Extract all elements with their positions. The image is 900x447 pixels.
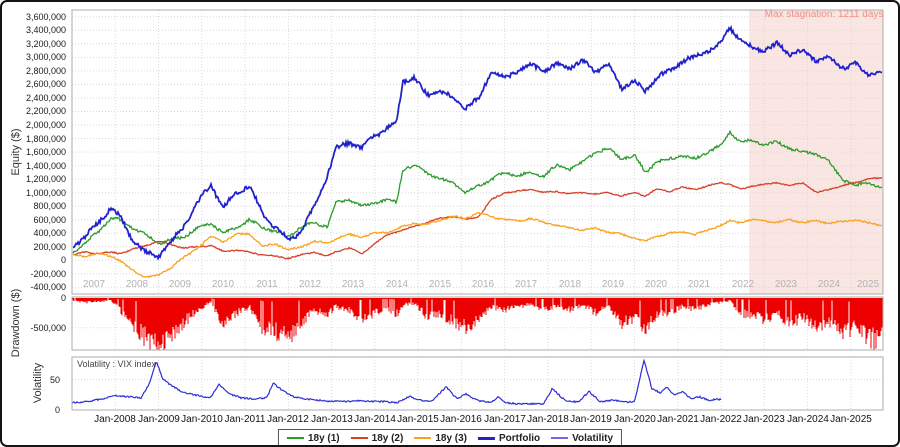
volatility-tick-label: 0 — [54, 405, 60, 415]
x-tick-label: Jan-2022 — [700, 414, 742, 425]
equity-tick-label: 3,200,000 — [25, 39, 66, 49]
legend-label: 18y (3) — [435, 432, 468, 444]
x-tick-label: Jan-2021 — [657, 414, 699, 425]
year-label: 2022 — [731, 279, 755, 290]
x-tick-label: Jan-2009 — [138, 414, 180, 425]
legend-label: 18y (2) — [371, 432, 404, 444]
equity-tick-label: 3,600,000 — [25, 12, 66, 22]
equity-tick-label: 1,000,000 — [25, 188, 66, 198]
equity-tick-label: 0 — [60, 255, 66, 265]
year-label: 2015 — [428, 279, 452, 290]
year-label: 2021 — [687, 279, 711, 290]
legend-item-18y-2[interactable]: 18y (2) — [350, 432, 404, 444]
legend-label: 18y (1) — [307, 432, 340, 444]
equity-tick-label: 200,000 — [33, 242, 66, 252]
year-label: 2008 — [125, 279, 149, 290]
x-tick-label: Jan-2017 — [484, 414, 526, 425]
equity-tick-label: 800,000 — [33, 201, 66, 211]
equity-tick-label: -400,000 — [30, 282, 66, 292]
year-label: 2017 — [514, 279, 538, 290]
legend-swatch — [551, 437, 569, 439]
year-label: 2012 — [298, 279, 322, 290]
equity-tick-label: -200,000 — [30, 269, 66, 279]
drawdown-tick-label: 0 — [60, 293, 66, 303]
year-label: 2020 — [644, 279, 668, 290]
drawdown-tick-label: -500,000 — [30, 323, 66, 333]
year-label: 2014 — [385, 279, 409, 290]
max-stagnation-annotation: Max stagnation: 1211 days — [764, 9, 884, 20]
legend-label: Volatility — [572, 432, 614, 444]
year-label: 2013 — [341, 279, 365, 290]
equity-tick-label: 1,400,000 — [25, 161, 66, 171]
year-label: 2007 — [82, 279, 106, 290]
year-label: 2011 — [256, 279, 278, 290]
equity-tick-label: 2,600,000 — [25, 79, 66, 89]
equity-tick-label: 3,400,000 — [25, 25, 66, 35]
equity-tick-label: 2,000,000 — [25, 120, 66, 130]
equity-tick-label: 400,000 — [33, 228, 66, 238]
legend-item-portfolio[interactable]: Portfolio — [478, 433, 540, 444]
x-tick-label: Jan-2011 — [224, 414, 266, 425]
x-tick-label: Jan-2014 — [354, 414, 396, 425]
x-tick-label: Jan-2016 — [440, 414, 482, 425]
x-tick-label: Jan-2023 — [743, 414, 785, 425]
year-label: 2018 — [558, 279, 582, 290]
x-tick-label: Jan-2008 — [94, 414, 136, 425]
legend-item-18y-3[interactable]: 18y (3) — [414, 433, 467, 444]
equity-tick-label: 1,600,000 — [25, 147, 66, 157]
year-label: 2016 — [471, 279, 495, 290]
x-tick-label: Jan-2024 — [787, 414, 829, 425]
year-label: 2024 — [817, 279, 841, 290]
x-tick-label: Jan-2025 — [830, 414, 872, 425]
volatility-tick-label: 50 — [49, 375, 60, 385]
equity-tick-label: 600,000 — [33, 215, 66, 225]
equity-tick-label: 1,200,000 — [25, 174, 66, 184]
x-tick-label: Jan-2015 — [397, 414, 439, 425]
equity-tick-label: 3,000,000 — [25, 52, 66, 62]
legend-swatch — [350, 437, 368, 439]
year-label: 2023 — [774, 279, 798, 290]
legend-item-volatility[interactable]: Volatility — [551, 433, 613, 444]
year-label: 2025 — [856, 279, 880, 290]
legend-item-18y-1[interactable]: 18y (1) — [286, 432, 340, 444]
year-label: 2019 — [601, 279, 625, 290]
x-tick-label: Jan-2012 — [267, 414, 309, 425]
volatility-source-label: Volatility : VIX index — [77, 359, 157, 369]
chart-legend: 18y (1) 18y (2) 18y (3) Portfolio Volatility — [277, 429, 623, 445]
legend-swatch — [414, 437, 432, 439]
equity-tick-label: 2,400,000 — [25, 93, 66, 103]
x-tick-label: Jan-2013 — [311, 414, 353, 425]
x-tick-label: Jan-2020 — [614, 414, 656, 425]
legend-swatch — [286, 437, 304, 439]
legend-label: Portfolio — [499, 432, 541, 444]
x-tick-label: Jan-2018 — [527, 414, 569, 425]
year-label: 2009 — [168, 279, 192, 290]
legend-swatch — [478, 436, 496, 440]
x-tick-label: Jan-2010 — [181, 414, 223, 425]
x-tick-label: Jan-2019 — [570, 414, 612, 425]
year-label: 2010 — [211, 279, 235, 290]
equity-tick-label: 1,800,000 — [25, 134, 66, 144]
equity-tick-label: 2,800,000 — [25, 66, 66, 76]
equity-tick-label: 2,200,000 — [25, 106, 66, 116]
